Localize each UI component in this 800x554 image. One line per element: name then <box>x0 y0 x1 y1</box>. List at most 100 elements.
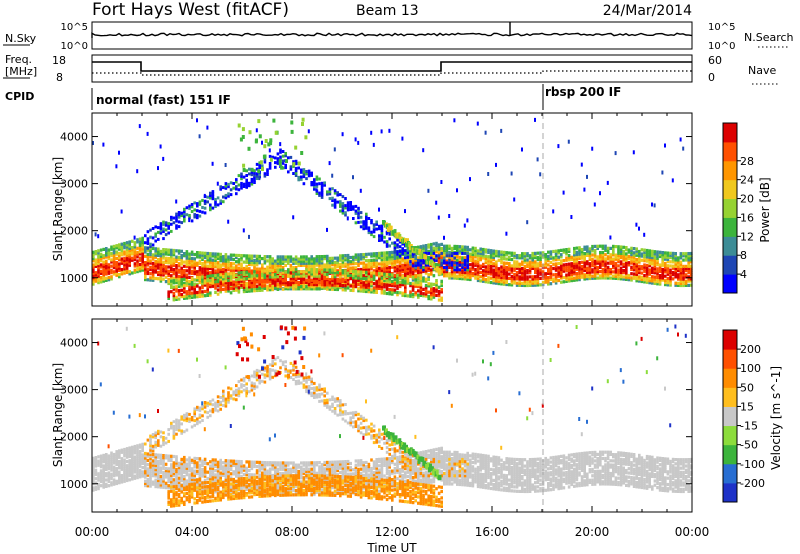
power-echo-cell <box>346 266 350 270</box>
power-echo-cell <box>131 248 134 252</box>
power-echo-cell <box>289 268 293 272</box>
power-echo-cell <box>157 260 160 264</box>
power-echo-cell <box>422 277 425 281</box>
velocity-echo-cell <box>141 466 144 470</box>
power-echo-cell <box>474 268 477 272</box>
power-echo-cell <box>531 264 534 268</box>
power-echo-cell <box>180 262 183 266</box>
power-echo-cell <box>677 275 680 279</box>
power-echo-cell <box>469 252 472 256</box>
power-echo-cell <box>183 296 186 300</box>
power-echo-cell <box>232 286 235 290</box>
power-echo-cell <box>645 278 649 282</box>
power-echo-cell <box>284 152 287 155</box>
power-echo-cell <box>172 276 176 280</box>
power-echo-cell <box>635 249 638 253</box>
power-echo-cell <box>677 262 680 266</box>
power-echo-cell <box>185 258 189 262</box>
power-echo-cell <box>198 202 202 206</box>
power-echo-cell <box>482 262 485 266</box>
velocity-echo-cell <box>94 470 98 474</box>
power-echo-cell <box>666 272 670 276</box>
power-echo-cell <box>123 246 126 250</box>
velocity-echo-cell <box>146 438 150 442</box>
power-echo-cell <box>526 252 529 256</box>
power-echo-cell <box>292 215 295 220</box>
power-echo-cell <box>183 284 186 288</box>
power-echo-cell <box>261 269 264 273</box>
power-echo-cell <box>255 286 259 290</box>
power-echo-cell <box>578 278 581 282</box>
power-echo-cell <box>380 233 384 237</box>
power-echo-cell <box>331 270 334 274</box>
power-echo-cell <box>578 250 581 254</box>
power-echo-cell <box>674 273 677 277</box>
power-echo-cell <box>549 273 553 277</box>
power-echo-cell <box>370 284 373 288</box>
power-echo-cell <box>677 283 680 287</box>
power-echo-cell <box>172 257 176 261</box>
power-echo-cell <box>383 264 386 268</box>
power-echo-cell <box>216 256 220 261</box>
velocity-echo-cell <box>110 455 113 459</box>
power-echo-cell <box>300 175 303 179</box>
power-echo-cell <box>380 238 384 242</box>
power-echo-cell <box>643 263 646 267</box>
power-echo-cell <box>250 170 254 174</box>
power-echo-cell <box>193 257 196 261</box>
power-echo-cell <box>547 282 550 286</box>
power-echo-cell <box>549 265 553 269</box>
power-echo-cell <box>445 250 449 255</box>
velocity-echo-cell <box>105 455 108 459</box>
power-echo-cell <box>112 257 116 261</box>
power-echo-cell <box>492 272 495 276</box>
power-echo-cell <box>573 268 576 272</box>
power-echo-cell <box>344 258 347 262</box>
nave-trace <box>92 70 692 76</box>
power-echo-cell <box>474 246 477 250</box>
power-echo-cell <box>549 277 553 281</box>
power-echo-cell <box>167 259 170 263</box>
power-echo-cell <box>219 281 222 285</box>
power-echo-cell <box>245 264 248 269</box>
power-echo-cell <box>458 255 462 259</box>
power-echo-cell <box>606 272 610 276</box>
power-echo-cell <box>492 255 495 259</box>
power-echo-cell <box>141 260 144 264</box>
power-echo-cell <box>593 244 597 248</box>
power-echo-cell <box>463 249 467 253</box>
power-echo-cell <box>398 245 402 249</box>
power-echo-cell <box>510 283 514 287</box>
power-echo-cell <box>463 258 467 262</box>
power-echo-cell <box>575 265 579 269</box>
power-echo-cell <box>614 270 618 274</box>
power-echo-cell <box>267 142 271 147</box>
velocity-echo-cell <box>118 462 121 466</box>
power-echo-cell <box>443 266 446 269</box>
velocity-echo-cell <box>144 414 146 419</box>
power-echo-cell <box>687 266 690 270</box>
power-echo-cell <box>92 267 95 271</box>
power-echo-cell <box>424 254 428 260</box>
power-echo-cell <box>294 174 298 177</box>
power-echo-cell <box>175 295 178 299</box>
velocity-echo-cell <box>118 479 121 483</box>
velocity-echo-cell <box>99 475 103 479</box>
power-echo-cell <box>344 197 347 200</box>
power-echo-cell <box>185 213 189 217</box>
power-echo-cell <box>690 258 693 262</box>
power-echo-cell <box>513 253 516 258</box>
power-echo-cell <box>300 272 303 276</box>
power-echo-cell <box>300 151 304 155</box>
power-colorbar-label: Power [dB] <box>758 177 772 242</box>
power-echo-cell <box>333 265 337 269</box>
power-echo-cell <box>393 248 397 252</box>
power-echo-cell <box>164 233 168 237</box>
power-echo-cell <box>502 278 506 282</box>
power-echo-cell <box>448 272 451 276</box>
power-echo-cell <box>544 261 547 265</box>
power-echo-cell <box>131 256 134 260</box>
power-echo-cell <box>495 273 498 277</box>
velocity-echo-cell <box>112 480 116 484</box>
power-echo-cell <box>393 282 397 286</box>
